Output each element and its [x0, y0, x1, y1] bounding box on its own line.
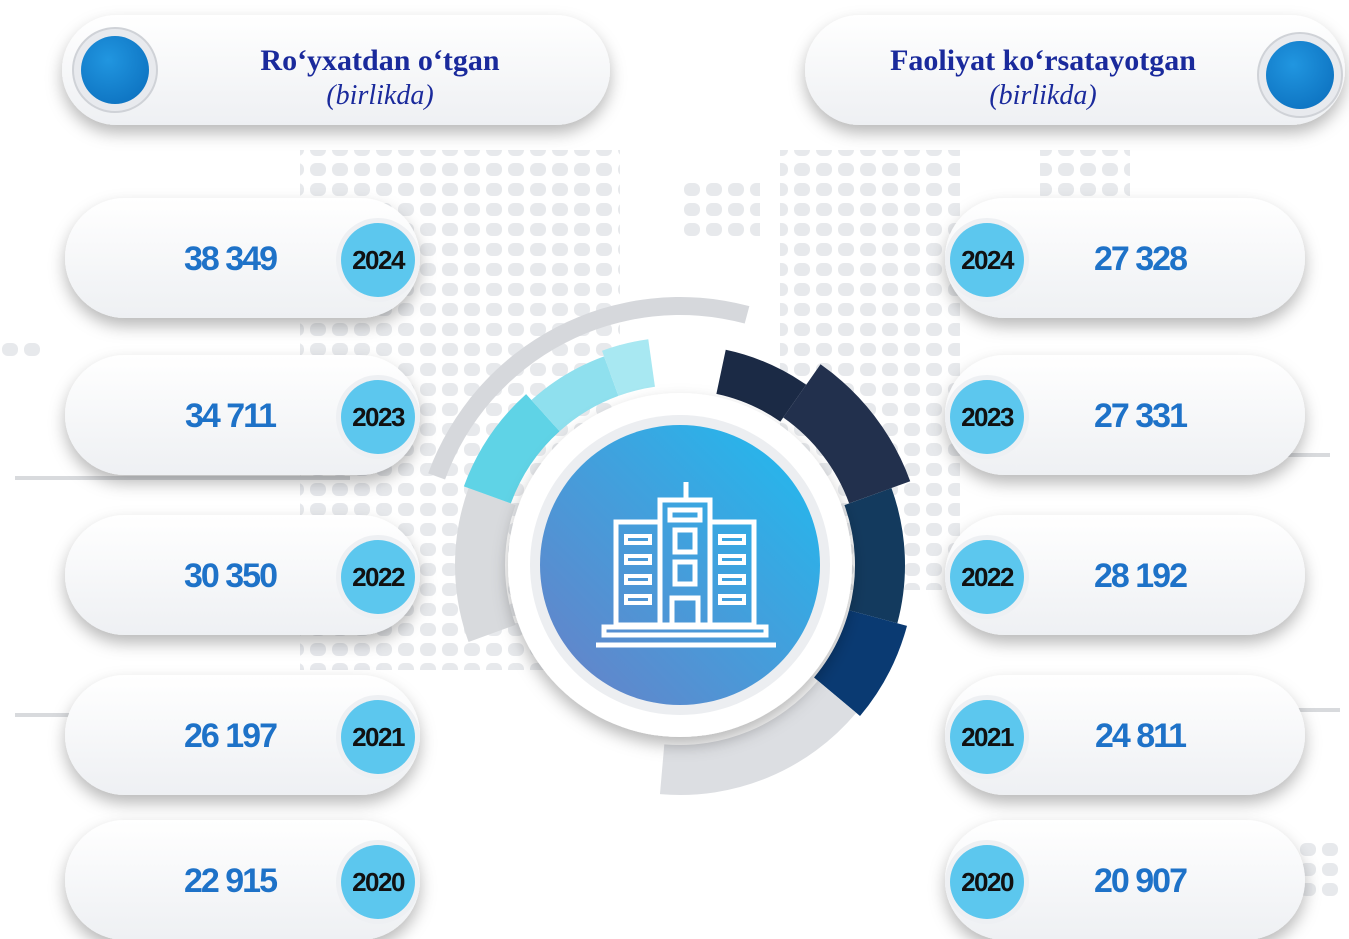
- year-badge: [950, 700, 1024, 774]
- stat-value: 20 907: [1094, 862, 1187, 900]
- stat-pill: [945, 515, 1305, 635]
- stat-row: 2021 26 197: [65, 675, 420, 795]
- arc-segment: [463, 394, 560, 504]
- stat-value: 30 350: [184, 557, 277, 595]
- header-subtitle: (birlikda): [989, 80, 1096, 111]
- stat-pill: [65, 515, 420, 635]
- year-badge: [950, 380, 1024, 454]
- arc-segment: [531, 356, 619, 432]
- stat-pill: [65, 675, 420, 795]
- header-title: Faoliyat ko‘rsatayotgan: [890, 44, 1196, 77]
- left-header: Ro‘yxatdan o‘tgan (birlikda): [62, 15, 610, 125]
- arc-segment: [814, 610, 907, 717]
- year-badge: [341, 845, 415, 919]
- stat-pill: [945, 675, 1305, 795]
- stat-pill: [945, 820, 1305, 939]
- decorative-arcs: [428, 297, 911, 795]
- stat-row: 2023 34 711: [65, 355, 420, 475]
- stat-value: 34 711: [185, 397, 276, 435]
- stat-pill: [945, 355, 1305, 475]
- stat-pill: [65, 820, 420, 939]
- year-label: 2023: [352, 402, 405, 432]
- header-subtitle: (birlikda): [326, 80, 433, 111]
- arc-segment: [659, 680, 857, 795]
- stat-value: 28 192: [1094, 557, 1187, 595]
- arc-segment: [602, 339, 655, 396]
- stat-row: 2020 22 915: [65, 820, 420, 939]
- year-label: 2024: [961, 245, 1015, 275]
- year-badge: [950, 845, 1024, 919]
- arc-segment: [783, 364, 911, 504]
- year-badge: [341, 540, 415, 614]
- stat-row: 2021 24 811: [945, 675, 1305, 795]
- year-badge: [341, 700, 415, 774]
- arc-segment: [428, 297, 750, 480]
- stat-value: 27 328: [1094, 240, 1187, 278]
- stat-value: 24 811: [1095, 717, 1186, 755]
- stat-pill: [65, 198, 420, 318]
- year-label: 2020: [352, 867, 405, 897]
- year-badge: [950, 223, 1024, 297]
- building-icon: [596, 482, 776, 648]
- stat-row: 2020 20 907: [945, 820, 1305, 939]
- year-badge: [950, 540, 1024, 614]
- stat-value: 27 331: [1094, 397, 1187, 435]
- year-label: 2020: [961, 867, 1014, 897]
- stat-value: 22 915: [184, 862, 277, 900]
- stat-value: 38 349: [184, 240, 277, 278]
- stat-row: 2022 30 350: [65, 515, 420, 635]
- year-badge: [341, 380, 415, 454]
- year-label: 2021: [352, 722, 405, 752]
- arc-segment: [455, 488, 516, 642]
- arc-segment: [844, 488, 906, 624]
- stat-row: 2024 38 349: [65, 198, 420, 318]
- year-label: 2022: [961, 562, 1014, 592]
- year-label: 2022: [352, 562, 405, 592]
- right-header: Faoliyat ko‘rsatayotgan (birlikda): [805, 15, 1345, 125]
- center-emblem: [508, 393, 852, 737]
- year-label: 2023: [961, 402, 1014, 432]
- year-label: 2021: [961, 722, 1014, 752]
- header-title: Ro‘yxatdan o‘tgan: [260, 44, 499, 77]
- stat-row: 2023 27 331: [945, 355, 1305, 475]
- year-label: 2024: [352, 245, 406, 275]
- stat-pill: [65, 355, 420, 475]
- year-badge: [341, 223, 415, 297]
- rows: 2024 38 349 2023 34 711 2022 30 350 2021 26 197…: [65, 198, 1305, 939]
- stat-value: 26 197: [184, 717, 277, 755]
- stat-row: 2022 28 192: [945, 515, 1305, 635]
- arc-segment: [716, 349, 807, 422]
- stat-row: 2024 27 328: [945, 198, 1305, 318]
- stat-pill: [945, 198, 1305, 318]
